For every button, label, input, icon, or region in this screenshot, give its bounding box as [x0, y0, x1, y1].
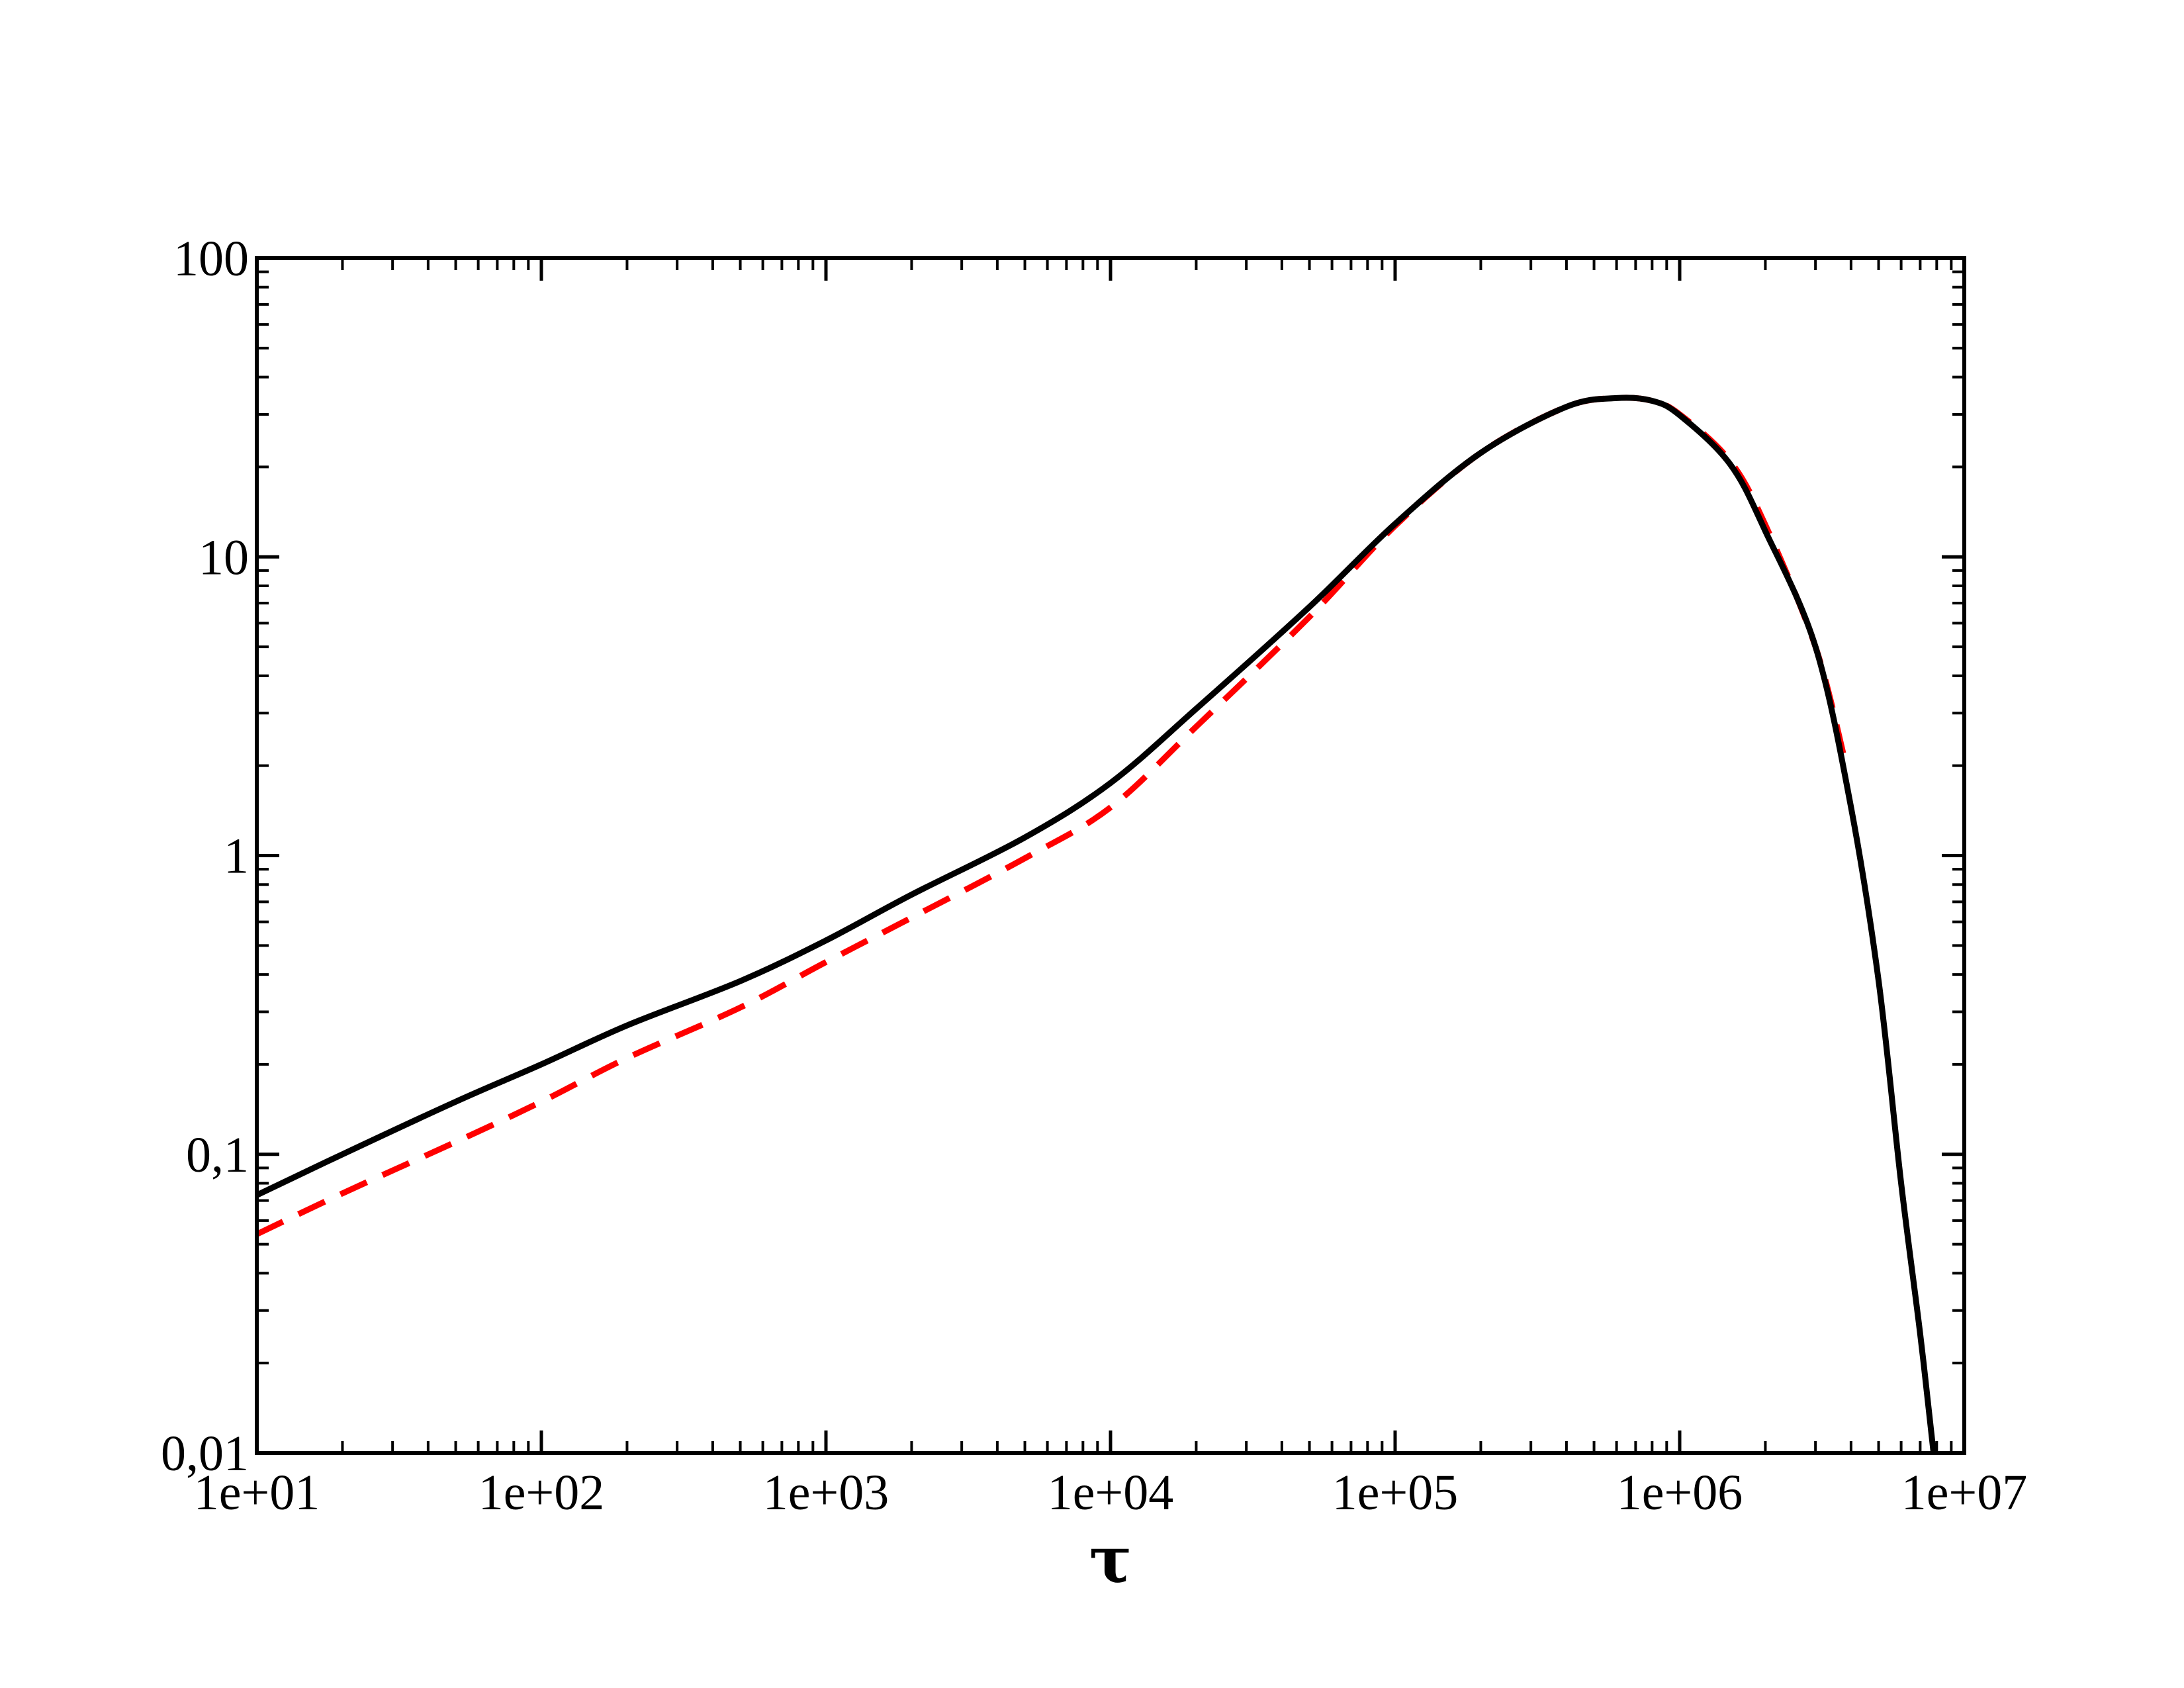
x-tick-label: 1e+05: [1332, 1465, 1459, 1521]
series-layer: [255, 395, 1937, 1454]
y-tick-label: 100: [173, 231, 249, 287]
y-tick-label: 0,01: [161, 1426, 249, 1481]
x-tick-label: 1e+06: [1617, 1465, 1743, 1521]
x-tick-label: 1e+02: [478, 1465, 605, 1521]
series-line-red-dashed: [255, 395, 1848, 1237]
plot-frame: [255, 256, 1966, 1455]
x-tick-label: 1e+01: [194, 1465, 320, 1521]
x-tick-label: 1e+04: [1048, 1465, 1174, 1521]
y-tick-label: 0,1: [186, 1127, 249, 1183]
y-tick-label: 10: [199, 530, 249, 585]
x-tick-label: 1e+03: [763, 1465, 889, 1521]
y-tick-label: 1: [224, 829, 249, 884]
series-line-black-solid: [255, 395, 1937, 1454]
x-axis-label: τ: [1089, 1523, 1132, 1597]
tick-labels: 1e+01 1e+02 1e+03 1e+04 1e+05 1e+06 1e+07 0,01 0…: [161, 231, 2027, 1521]
x-tick-label: 1e+07: [1901, 1465, 2028, 1521]
